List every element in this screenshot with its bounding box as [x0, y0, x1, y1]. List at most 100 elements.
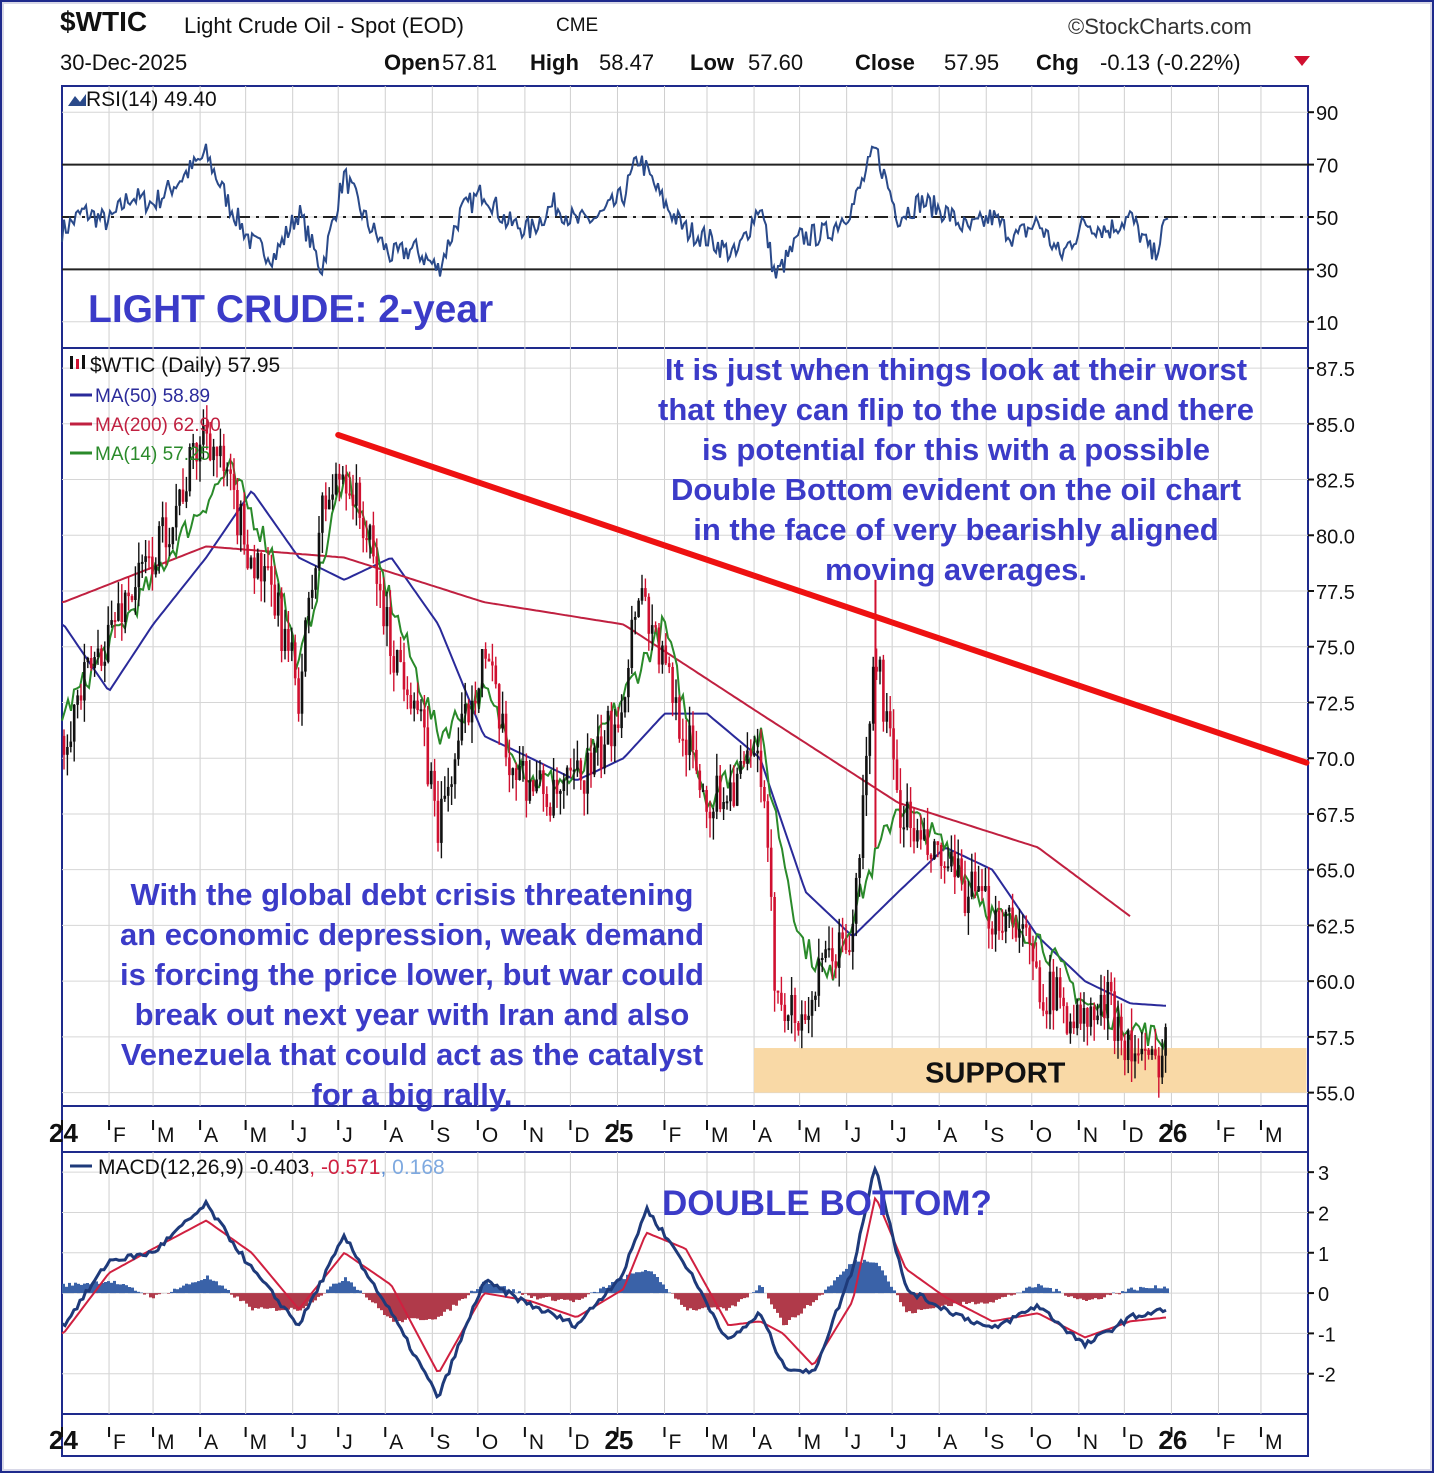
macd-histogram-bar: [407, 1293, 410, 1319]
candle-body: [1120, 1016, 1123, 1041]
price-tick-label: 60.0: [1316, 972, 1355, 994]
macd-histogram-bar: [638, 1272, 641, 1294]
macd-histogram-bar: [461, 1293, 464, 1299]
macd-histogram-bar: [755, 1290, 758, 1293]
macd-histogram-bar: [275, 1293, 278, 1311]
candle-body: [559, 791, 562, 794]
candle-body: [222, 445, 226, 472]
macd-histogram-bar: [683, 1293, 686, 1307]
candle-body: [953, 851, 957, 878]
macd-histogram-bar: [374, 1293, 377, 1304]
macd-histogram-bar: [299, 1293, 302, 1311]
candle-body: [1058, 977, 1062, 998]
macd-histogram-bar: [491, 1284, 494, 1294]
candle-body: [1116, 1016, 1120, 1041]
candle-body: [552, 779, 555, 816]
candle-body: [154, 565, 158, 575]
upper-annotation: It is just when things look at their wor…: [658, 352, 1254, 587]
rsi-tick-label: 30: [1316, 260, 1338, 282]
candle-body: [909, 801, 912, 828]
candle-body: [650, 625, 654, 634]
candle-body: [746, 750, 749, 764]
macd-histogram-bar: [866, 1261, 869, 1294]
candle-body: [508, 757, 511, 776]
candle-body: [1150, 1049, 1154, 1055]
macd-histogram-bar: [653, 1274, 656, 1294]
candle-body: [96, 648, 100, 657]
macd-histogram-bar: [890, 1286, 893, 1294]
macd-histogram-bar: [590, 1292, 593, 1293]
candle-body: [630, 619, 634, 668]
macd-x-tick-label: J: [851, 1431, 862, 1454]
candle-body: [205, 425, 209, 434]
macd-histogram-bar: [428, 1293, 431, 1319]
macd-histogram-bar: [521, 1293, 524, 1295]
price-x-tick-label: F: [113, 1124, 126, 1147]
rsi-line: [61, 143, 1169, 279]
macd-histogram-bar: [812, 1293, 815, 1303]
candle-body: [246, 544, 249, 569]
candle-body: [504, 713, 508, 758]
candle-body: [1052, 971, 1055, 1011]
candle-body: [827, 948, 831, 951]
candle-body: [372, 525, 375, 557]
macd-histogram-bar: [533, 1293, 536, 1297]
macd-histogram-bar: [1091, 1293, 1094, 1300]
macd-histogram-bar: [104, 1282, 107, 1294]
candle-body: [535, 779, 538, 792]
macd-histogram-bar: [851, 1264, 854, 1294]
candle-body: [1086, 1008, 1089, 1027]
macd-histogram-bar: [860, 1262, 863, 1294]
candle-body: [892, 728, 895, 760]
candle-body: [334, 473, 338, 495]
macd-histogram-bar: [791, 1293, 794, 1318]
close-label: Close: [855, 50, 915, 75]
macd-histogram-bar: [692, 1293, 695, 1310]
macd-histogram-bar: [332, 1283, 335, 1293]
candle-body: [616, 724, 620, 728]
candle-body: [300, 671, 304, 714]
macd-x-tick-label: D: [574, 1431, 589, 1454]
rsi-tick-label: 50: [1316, 208, 1338, 230]
candle-body: [232, 473, 236, 490]
candle-body: [946, 866, 950, 869]
candle-body: [130, 596, 134, 601]
macd-histogram-bar: [365, 1293, 368, 1298]
candle-body: [576, 760, 579, 770]
candlestick-icon-part: [76, 359, 79, 369]
macd-histogram-bar: [398, 1293, 401, 1321]
macd-histogram-bar: [914, 1293, 917, 1313]
price-tick-label: 80.0: [1316, 526, 1355, 548]
macd-histogram-bar: [881, 1270, 884, 1294]
macd-histogram-bar: [197, 1281, 200, 1294]
macd-histogram-bar: [920, 1293, 923, 1310]
macd-histogram-bar: [680, 1293, 683, 1305]
candle-body: [113, 620, 117, 623]
macd-histogram-bar: [776, 1293, 779, 1313]
candle-body: [463, 704, 467, 714]
price-x-tick-label: N: [529, 1124, 544, 1147]
macd-histogram-bar: [932, 1293, 935, 1309]
macd-histogram-bar: [524, 1293, 527, 1294]
macd-histogram-bar: [434, 1293, 437, 1320]
macd-histogram-bar: [287, 1293, 290, 1310]
candle-body: [174, 505, 178, 528]
candle-body: [1048, 971, 1052, 1015]
macd-histogram-bar: [1130, 1287, 1133, 1294]
macd-histogram-bar: [593, 1291, 596, 1294]
macd-histogram-bar: [317, 1293, 320, 1297]
candle-body: [933, 841, 936, 860]
candle-body: [501, 713, 504, 729]
macd-histogram-bar: [1097, 1293, 1100, 1300]
candle-body: [344, 474, 348, 494]
symbol: $WTIC: [60, 6, 148, 37]
macd-panel-border: [61, 1151, 1309, 1415]
candle-body: [412, 700, 416, 709]
candle-body: [110, 620, 113, 625]
candle-body: [185, 491, 188, 502]
macd-histogram-bar: [173, 1288, 176, 1293]
macd-histogram-bar: [239, 1293, 242, 1302]
candle-body: [844, 938, 848, 951]
candle-body: [83, 662, 86, 701]
candle-body: [922, 829, 926, 840]
